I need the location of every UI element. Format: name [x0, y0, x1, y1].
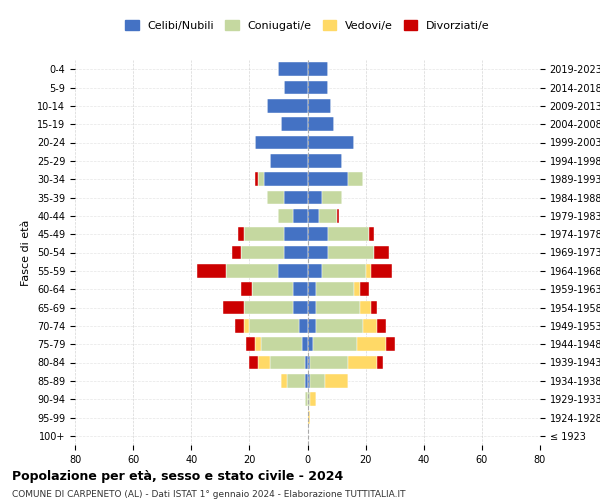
- Bar: [386, 338, 395, 351]
- Bar: [308, 410, 310, 424]
- Bar: [308, 392, 310, 406]
- Bar: [316, 300, 360, 314]
- Bar: [308, 356, 310, 370]
- Bar: [264, 172, 308, 186]
- Text: COMUNE DI CARPENETO (AL) - Dati ISTAT 1° gennaio 2024 - Elaborazione TUTTITALIA.: COMUNE DI CARPENETO (AL) - Dati ISTAT 1°…: [12, 490, 406, 499]
- Bar: [258, 172, 264, 186]
- Bar: [360, 282, 368, 296]
- Bar: [293, 282, 308, 296]
- Bar: [232, 246, 241, 260]
- Bar: [308, 80, 328, 94]
- Bar: [308, 246, 328, 260]
- Bar: [308, 282, 316, 296]
- Bar: [247, 338, 255, 351]
- Bar: [319, 209, 337, 222]
- Bar: [308, 172, 348, 186]
- Bar: [250, 319, 299, 332]
- Bar: [284, 80, 308, 94]
- Bar: [354, 282, 360, 296]
- Bar: [374, 246, 389, 260]
- Y-axis label: Fasce di età: Fasce di età: [22, 220, 31, 286]
- Bar: [308, 99, 331, 112]
- Bar: [325, 374, 348, 388]
- Bar: [308, 264, 322, 278]
- Bar: [255, 172, 258, 186]
- Bar: [261, 338, 302, 351]
- Bar: [293, 300, 308, 314]
- Bar: [308, 154, 343, 168]
- Bar: [368, 228, 374, 241]
- Bar: [305, 356, 308, 370]
- Bar: [299, 319, 308, 332]
- Bar: [267, 190, 284, 204]
- Bar: [348, 172, 363, 186]
- Bar: [371, 300, 377, 314]
- Bar: [278, 62, 308, 76]
- Bar: [308, 338, 313, 351]
- Bar: [308, 62, 328, 76]
- Bar: [302, 338, 308, 351]
- Bar: [284, 228, 308, 241]
- Bar: [258, 356, 270, 370]
- Bar: [287, 374, 305, 388]
- Bar: [377, 356, 383, 370]
- Bar: [371, 264, 392, 278]
- Bar: [316, 319, 363, 332]
- Bar: [305, 392, 308, 406]
- Bar: [308, 228, 328, 241]
- Bar: [197, 264, 226, 278]
- Bar: [316, 282, 354, 296]
- Bar: [377, 319, 386, 332]
- Bar: [270, 154, 308, 168]
- Bar: [305, 374, 308, 388]
- Bar: [255, 136, 308, 149]
- Bar: [310, 356, 348, 370]
- Bar: [244, 300, 293, 314]
- Bar: [255, 338, 261, 351]
- Bar: [281, 118, 308, 131]
- Bar: [328, 228, 368, 241]
- Bar: [250, 356, 258, 370]
- Bar: [322, 264, 365, 278]
- Bar: [313, 338, 357, 351]
- Bar: [308, 136, 354, 149]
- Bar: [244, 319, 250, 332]
- Bar: [310, 374, 325, 388]
- Bar: [308, 319, 316, 332]
- Bar: [308, 300, 316, 314]
- Bar: [278, 209, 293, 222]
- Bar: [223, 300, 244, 314]
- Text: Popolazione per età, sesso e stato civile - 2024: Popolazione per età, sesso e stato civil…: [12, 470, 343, 483]
- Bar: [322, 190, 343, 204]
- Bar: [284, 246, 308, 260]
- Bar: [293, 209, 308, 222]
- Bar: [270, 356, 305, 370]
- Bar: [360, 300, 371, 314]
- Bar: [308, 209, 319, 222]
- Bar: [310, 392, 316, 406]
- Bar: [308, 118, 334, 131]
- Bar: [308, 190, 322, 204]
- Bar: [244, 228, 284, 241]
- Bar: [281, 374, 287, 388]
- Bar: [284, 190, 308, 204]
- Bar: [241, 246, 284, 260]
- Bar: [235, 319, 244, 332]
- Bar: [357, 338, 386, 351]
- Bar: [328, 246, 374, 260]
- Bar: [337, 209, 340, 222]
- Bar: [308, 374, 310, 388]
- Bar: [348, 356, 377, 370]
- Bar: [365, 264, 371, 278]
- Bar: [252, 282, 293, 296]
- Bar: [241, 282, 252, 296]
- Bar: [267, 99, 308, 112]
- Legend: Celibi/Nubili, Coniugati/e, Vedovi/e, Divorziati/e: Celibi/Nubili, Coniugati/e, Vedovi/e, Di…: [121, 16, 494, 35]
- Bar: [363, 319, 377, 332]
- Bar: [226, 264, 278, 278]
- Bar: [278, 264, 308, 278]
- Bar: [238, 228, 244, 241]
